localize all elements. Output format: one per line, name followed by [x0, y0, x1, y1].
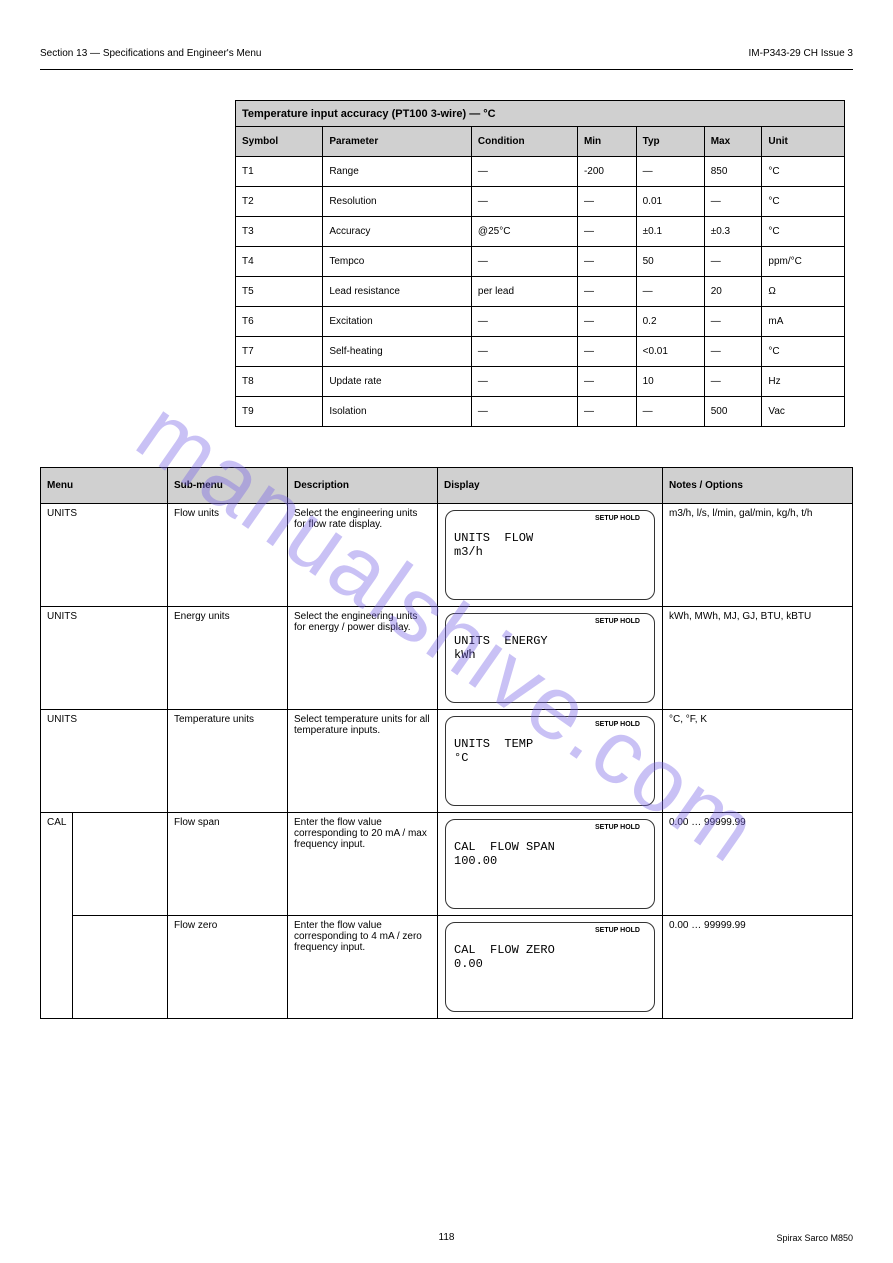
spec-col-6: Unit	[762, 127, 845, 157]
menu-cell-desc: Enter the flow value corresponding to 4 …	[288, 916, 438, 1019]
menu-cell-sub: Flow zero	[168, 916, 288, 1019]
lcd-badge: SETUP HOLD	[595, 927, 640, 934]
menu-cell-sub: Temperature units	[168, 710, 288, 813]
spec-col-0: Symbol	[236, 127, 323, 157]
menu-cell-sub: Energy units	[168, 607, 288, 710]
lcd-display: SETUP HOLD UNITS FLOW m3/h	[445, 510, 655, 600]
menu-cell-notes: 0.00 … 99999.99	[663, 813, 853, 916]
menu-table: Menu Sub-menu Description Display Notes …	[40, 467, 853, 1019]
table-row: T8Update rate——10—Hz	[236, 367, 845, 397]
menu-cell-display: SETUP HOLD UNITS ENERGY kWh	[438, 607, 663, 710]
menu-cell-desc: Enter the flow value corresponding to 20…	[288, 813, 438, 916]
table-row: UNITS Energy units Select the engineerin…	[41, 607, 853, 710]
table-row: T3Accuracy@25°C—±0.1±0.3°C	[236, 217, 845, 247]
lcd-display: SETUP HOLD CAL FLOW SPAN 100.00	[445, 819, 655, 909]
table-row: UNITS Flow units Select the engineering …	[41, 504, 853, 607]
lcd-line-1: CAL FLOW SPAN	[454, 840, 646, 854]
page-header: Section 13 — Specifications and Engineer…	[40, 40, 853, 70]
table-row: T7Self-heating——<0.01—°C	[236, 337, 845, 367]
lcd-line-2: kWh	[454, 648, 646, 662]
menu-cell-desc: Select temperature units for all tempera…	[288, 710, 438, 813]
menu-cell-menu: UNITS	[41, 710, 168, 813]
lcd-display: SETUP HOLD UNITS TEMP °C	[445, 716, 655, 806]
lcd-badge: SETUP HOLD	[595, 824, 640, 831]
menu-cell-menu: UNITS	[41, 504, 168, 607]
footer-right-text: Spirax Sarco M850	[776, 1233, 853, 1243]
menu-col-2: Description	[288, 468, 438, 504]
menu-cell-menu-sub	[73, 813, 168, 916]
lcd-line-1: CAL FLOW ZERO	[454, 943, 646, 957]
spec-table-title: Temperature input accuracy (PT100 3-wire…	[236, 101, 845, 127]
menu-cell-menu-sub	[73, 916, 168, 1019]
menu-cell-display: SETUP HOLD UNITS TEMP °C	[438, 710, 663, 813]
menu-cell-menu: UNITS	[41, 607, 168, 710]
table-row: T1Range—-200—850°C	[236, 157, 845, 187]
lcd-line-1: UNITS TEMP	[454, 737, 646, 751]
lcd-line-2: °C	[454, 751, 646, 765]
header-left-text: Section 13 — Specifications and Engineer…	[40, 48, 261, 59]
lcd-line-2: 0.00	[454, 957, 646, 971]
table-row: T6Excitation——0.2—mA	[236, 307, 845, 337]
lcd-line-2: m3/h	[454, 545, 646, 559]
spec-col-5: Max	[704, 127, 762, 157]
menu-cell-display: SETUP HOLD CAL FLOW ZERO 0.00	[438, 916, 663, 1019]
lcd-display: SETUP HOLD CAL FLOW ZERO 0.00	[445, 922, 655, 1012]
table-row: Flow zero Enter the flow value correspon…	[41, 916, 853, 1019]
menu-cell-notes: m3/h, l/s, l/min, gal/min, kg/h, t/h	[663, 504, 853, 607]
menu-col-4: Notes / Options	[663, 468, 853, 504]
menu-cell-desc: Select the engineering units for flow ra…	[288, 504, 438, 607]
header-right-text: IM-P343-29 CH Issue 3	[749, 48, 854, 59]
table-row: T9Isolation———500Vac	[236, 397, 845, 427]
table-row: CAL Flow span Enter the flow value corre…	[41, 813, 853, 916]
lcd-badge: SETUP HOLD	[595, 515, 640, 522]
menu-cell-menu-group: CAL	[41, 813, 73, 1019]
menu-cell-notes: kWh, MWh, MJ, GJ, BTU, kBTU	[663, 607, 853, 710]
lcd-badge: SETUP HOLD	[595, 721, 640, 728]
menu-cell-sub: Flow units	[168, 504, 288, 607]
menu-col-0: Menu	[41, 468, 168, 504]
spec-table-header-row: Symbol Parameter Condition Min Typ Max U…	[236, 127, 845, 157]
spec-col-3: Min	[577, 127, 636, 157]
lcd-line-1: UNITS FLOW	[454, 531, 646, 545]
table-row: T2Resolution——0.01—°C	[236, 187, 845, 217]
menu-cell-desc: Select the engineering units for energy …	[288, 607, 438, 710]
menu-header-row: Menu Sub-menu Description Display Notes …	[41, 468, 853, 504]
menu-col-1: Sub-menu	[168, 468, 288, 504]
menu-cell-notes: 0.00 … 99999.99	[663, 916, 853, 1019]
menu-col-3: Display	[438, 468, 663, 504]
lcd-line-1: UNITS ENERGY	[454, 634, 646, 648]
table-row: UNITS Temperature units Select temperatu…	[41, 710, 853, 813]
lcd-line-2: 100.00	[454, 854, 646, 868]
lcd-badge: SETUP HOLD	[595, 618, 640, 625]
menu-cell-sub: Flow span	[168, 813, 288, 916]
spec-col-2: Condition	[471, 127, 577, 157]
table-row: T5Lead resistanceper lead——20Ω	[236, 277, 845, 307]
spec-col-1: Parameter	[323, 127, 472, 157]
table-row: T4Tempco——50—ppm/°C	[236, 247, 845, 277]
menu-cell-display: SETUP HOLD CAL FLOW SPAN 100.00	[438, 813, 663, 916]
specification-table: Temperature input accuracy (PT100 3-wire…	[235, 100, 845, 427]
menu-cell-notes: °C, °F, K	[663, 710, 853, 813]
menu-cell-display: SETUP HOLD UNITS FLOW m3/h	[438, 504, 663, 607]
lcd-display: SETUP HOLD UNITS ENERGY kWh	[445, 613, 655, 703]
spec-col-4: Typ	[636, 127, 704, 157]
page-number: 118	[439, 1232, 455, 1243]
